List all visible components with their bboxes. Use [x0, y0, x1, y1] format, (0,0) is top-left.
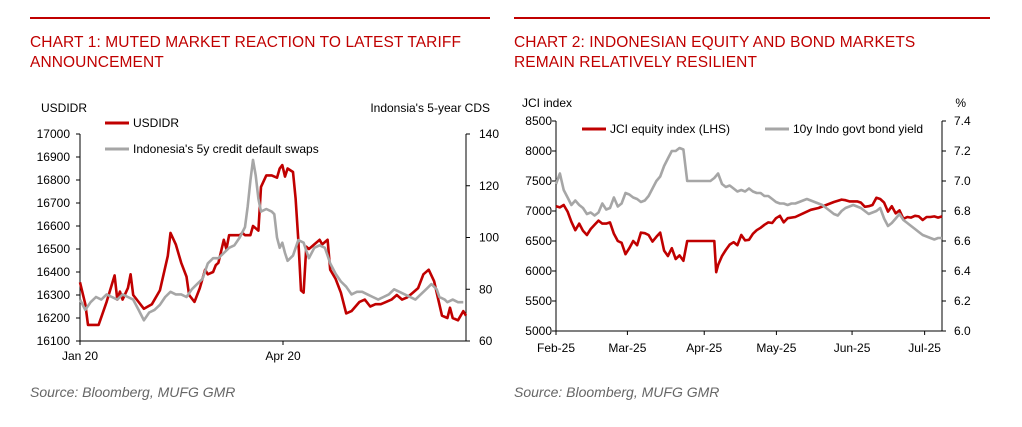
chart1-right-tick-label: 80	[479, 282, 493, 296]
chart1-right-tick-label: 120	[479, 179, 499, 193]
chart1-series-line-1	[78, 163, 468, 327]
chart1-source: Source: Bloomberg, MUFG GMR	[30, 384, 236, 400]
chart2-title: CHART 2: INDONESIAN EQUITY AND BOND MARK…	[514, 33, 915, 73]
chart1-right-tick-label: 140	[479, 127, 499, 141]
chart1-left-tick-label: 16300	[37, 288, 71, 302]
chart2-title-line1: CHART 2: INDONESIAN EQUITY AND BOND MARK…	[514, 34, 916, 51]
chart2-svg: JCI index % 8500 8000 7500 7000 6500 6000 5500 50…	[522, 96, 971, 355]
chart2-source: Source: Bloomberg, MUFG GMR	[514, 384, 720, 400]
chart1-left-tick-label: 17000	[37, 127, 71, 141]
chart1-x-tick-label: Apr 20	[265, 349, 301, 363]
chart2-legend-label-2: 10y Indo govt bond yield	[793, 122, 923, 136]
chart2-left-tick-label: 5000	[525, 324, 552, 338]
chart2-left-tick-label: 5500	[525, 294, 552, 308]
chart1-left-tick-label: 16700	[37, 196, 71, 210]
chart2-right-axis-label: %	[955, 96, 966, 110]
chart2-left-axis-label: JCI index	[522, 96, 572, 110]
chart2-title-line2: REMAIN RELATIVELY RESILIENT	[514, 54, 758, 71]
chart2-right-tick-label: 6.8	[954, 204, 971, 218]
chart1-left-tick-label: 16400	[37, 265, 71, 279]
chart1-legend-label-1: USDIDR	[133, 116, 179, 130]
chart2-x-tick-label: May-25	[756, 341, 796, 355]
chart1-left-tick-label: 16800	[37, 173, 71, 187]
chart2-right-tick-label: 7.2	[954, 144, 971, 158]
chart2-x-tick-label: Apr-25	[686, 341, 722, 355]
chart2-right-tick-label: 7.4	[954, 114, 971, 128]
chart2-x-tick-label: Jun-25	[834, 341, 871, 355]
chart2-left-tick-label: 8000	[525, 144, 552, 158]
chart2-right-tick-label: 6.6	[954, 234, 971, 248]
chart2-right-tick-label: 6.2	[954, 294, 971, 308]
chart2-x-tick-label: Mar-25	[608, 341, 646, 355]
chart1-right-tick-label: 100	[479, 231, 499, 245]
chart2-left-tick-label: 7000	[525, 204, 552, 218]
chart1-top-rule	[30, 17, 490, 19]
chart1-x-tick-label: Jan 20	[62, 349, 98, 363]
chart2-left-tick-label: 6500	[525, 234, 552, 248]
chart2-left-tick-label: 8500	[525, 114, 552, 128]
chart1-right-tick-label: 60	[479, 334, 493, 348]
chart2-left-tick-label: 6000	[525, 264, 552, 278]
chart2-left-tick-label: 7500	[525, 174, 552, 188]
chart1-title-line1: CHART 1: MUTED MARKET REACTION TO LATEST…	[30, 34, 462, 51]
chart2-series-line-1	[555, 196, 943, 274]
chart2-right-tick-label: 6.4	[954, 264, 971, 278]
chart1-left-tick-label: 16500	[37, 242, 71, 256]
chart2-x-tick-label: Jul-25	[908, 341, 941, 355]
chart2-series-line-2	[554, 146, 942, 241]
chart1-left-tick-label: 16200	[37, 311, 71, 325]
chart1-series-line-2	[78, 158, 464, 322]
chart1-title-line2: ANNOUNCEMENT	[30, 54, 164, 71]
chart1-legend-label-2: Indonesia's 5y credit default swaps	[133, 142, 319, 156]
chart1-left-axis-label: USDIDR	[41, 101, 87, 115]
chart1-left-tick-label: 16600	[37, 219, 71, 233]
chart2-x-tick-label: Feb-25	[537, 341, 575, 355]
chart1-svg: USDIDR Indonsia's 5-year CDS 17000 16900 168…	[37, 101, 500, 363]
chart2-right-tick-label: 6.0	[954, 324, 971, 338]
chart1-left-tick-label: 16100	[37, 334, 71, 348]
chart2-legend-label-1: JCI equity index (LHS)	[610, 122, 730, 136]
chart1-right-axis-label: Indonsia's 5-year CDS	[370, 101, 490, 115]
chart2-top-rule	[514, 17, 990, 19]
chart2-right-tick-label: 7.0	[954, 174, 971, 188]
chart1-left-tick-label: 16900	[37, 150, 71, 164]
chart1-title: CHART 1: MUTED MARKET REACTION TO LATEST…	[30, 33, 461, 73]
